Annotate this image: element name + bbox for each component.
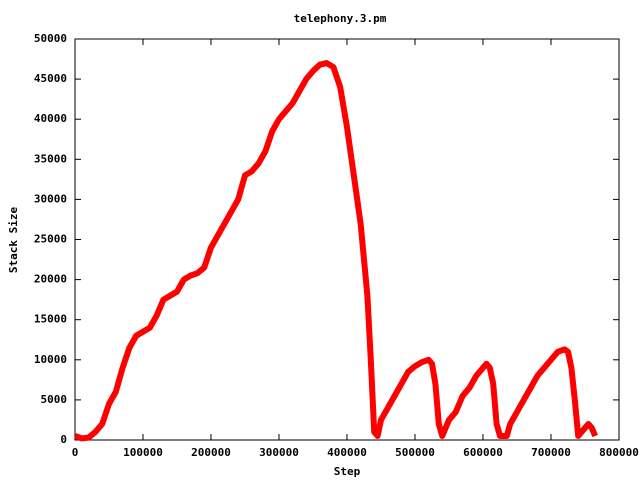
y-tick-label: 35000 <box>34 152 67 165</box>
y-tick-label: 15000 <box>34 313 67 326</box>
x-tick-label: 200000 <box>191 446 231 459</box>
chart-title: telephony.3.pm <box>294 12 387 25</box>
y-tick-label: 0 <box>60 433 67 446</box>
x-tick-label: 300000 <box>259 446 299 459</box>
x-tick-label: 700000 <box>531 446 571 459</box>
x-tick-label: 0 <box>72 446 79 459</box>
x-tick-label: 600000 <box>463 446 503 459</box>
y-tick-label: 20000 <box>34 273 67 286</box>
x-tick-label: 500000 <box>395 446 435 459</box>
x-tick-label: 800000 <box>599 446 639 459</box>
x-tick-label: 400000 <box>327 446 367 459</box>
y-tick-label: 10000 <box>34 353 67 366</box>
data-line <box>73 60 598 442</box>
x-axis-label: Step <box>334 465 361 478</box>
x-tick-label: 100000 <box>123 446 163 459</box>
y-tick-label: 5000 <box>41 393 68 406</box>
y-tick-label: 50000 <box>34 32 67 45</box>
y-tick-label: 30000 <box>34 192 67 205</box>
y-tick-label: 45000 <box>34 72 67 85</box>
y-tick-label: 40000 <box>34 112 67 125</box>
y-axis-label: Stack Size <box>7 207 20 274</box>
y-tick-label: 25000 <box>34 233 67 246</box>
